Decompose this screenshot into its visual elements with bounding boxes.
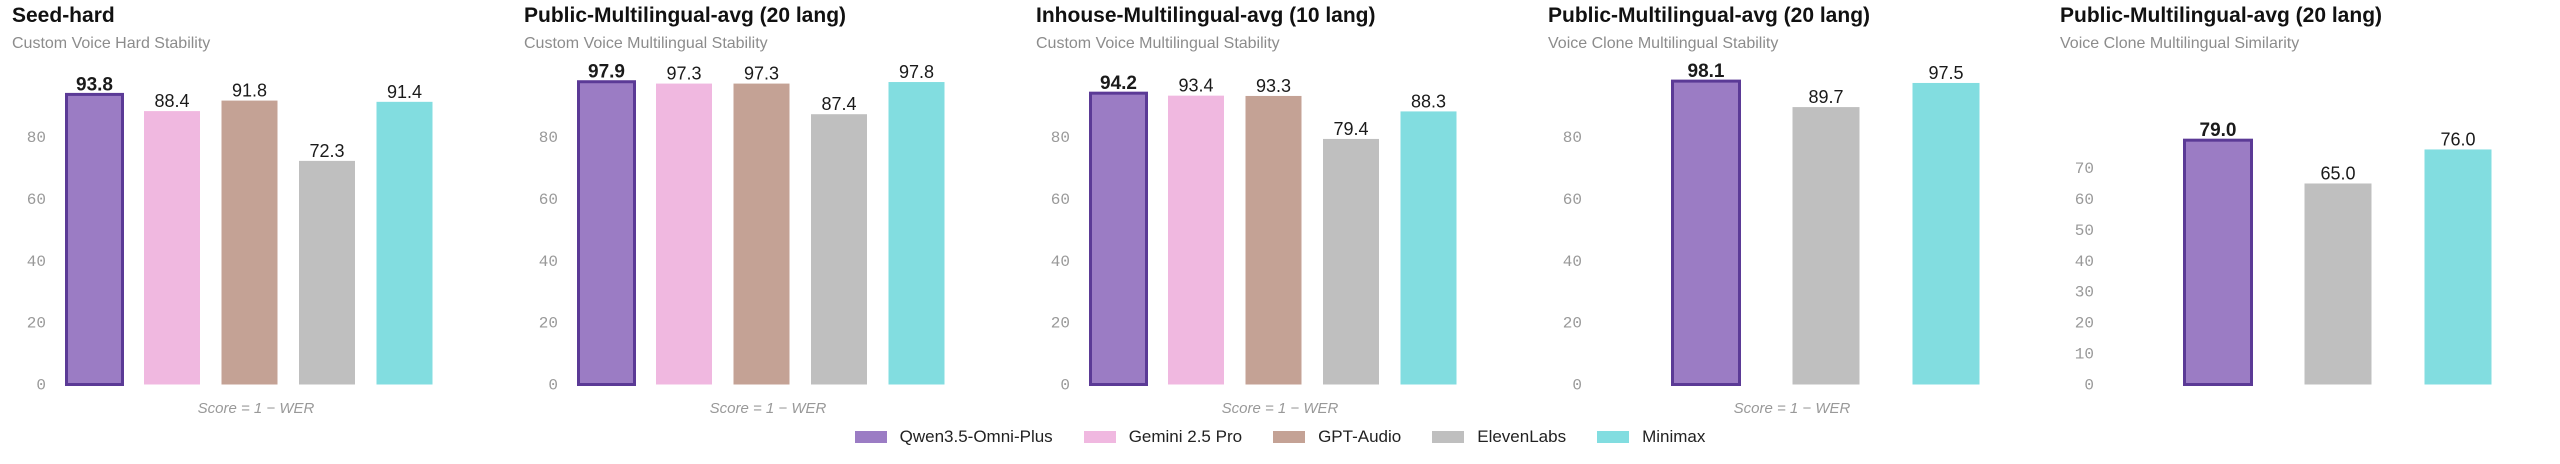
svg-text:60: 60 bbox=[2075, 191, 2094, 209]
svg-text:76.0: 76.0 bbox=[2440, 129, 2475, 149]
svg-text:97.5: 97.5 bbox=[1928, 63, 1963, 83]
svg-text:60: 60 bbox=[1051, 191, 1070, 209]
svg-text:30: 30 bbox=[2075, 284, 2094, 302]
svg-text:40: 40 bbox=[539, 253, 558, 271]
svg-text:80: 80 bbox=[1051, 129, 1070, 147]
svg-text:10: 10 bbox=[2075, 346, 2094, 364]
svg-text:60: 60 bbox=[27, 191, 46, 209]
svg-text:89.7: 89.7 bbox=[1808, 87, 1843, 107]
svg-text:88.4: 88.4 bbox=[154, 91, 189, 111]
svg-text:60: 60 bbox=[539, 191, 558, 209]
svg-text:93.3: 93.3 bbox=[1256, 76, 1291, 96]
svg-text:94.2: 94.2 bbox=[1100, 73, 1137, 94]
svg-text:93.4: 93.4 bbox=[1178, 76, 1213, 96]
svg-text:80: 80 bbox=[539, 129, 558, 147]
svg-text:40: 40 bbox=[27, 253, 46, 271]
svg-text:79.4: 79.4 bbox=[1333, 119, 1368, 139]
svg-text:97.3: 97.3 bbox=[666, 64, 701, 84]
svg-text:0: 0 bbox=[36, 377, 46, 395]
svg-text:60: 60 bbox=[1563, 191, 1582, 209]
svg-text:20: 20 bbox=[2075, 315, 2094, 333]
svg-text:80: 80 bbox=[27, 129, 46, 147]
svg-text:70: 70 bbox=[2075, 160, 2094, 178]
svg-text:91.8: 91.8 bbox=[232, 81, 267, 101]
svg-text:0: 0 bbox=[548, 377, 558, 395]
svg-text:97.9: 97.9 bbox=[588, 62, 625, 83]
svg-text:87.4: 87.4 bbox=[821, 94, 856, 114]
svg-text:20: 20 bbox=[1051, 315, 1070, 333]
svg-text:20: 20 bbox=[27, 315, 46, 333]
svg-text:20: 20 bbox=[1563, 315, 1582, 333]
svg-text:91.4: 91.4 bbox=[387, 82, 422, 102]
svg-text:97.3: 97.3 bbox=[744, 64, 779, 84]
svg-text:72.3: 72.3 bbox=[309, 141, 344, 161]
svg-text:98.1: 98.1 bbox=[1688, 61, 1725, 82]
svg-text:40: 40 bbox=[1563, 253, 1582, 271]
svg-text:88.3: 88.3 bbox=[1411, 91, 1446, 111]
svg-text:40: 40 bbox=[1051, 253, 1070, 271]
svg-text:93.8: 93.8 bbox=[76, 74, 113, 95]
svg-text:50: 50 bbox=[2075, 222, 2094, 240]
svg-text:79.0: 79.0 bbox=[2200, 120, 2237, 141]
svg-text:65.0: 65.0 bbox=[2320, 163, 2355, 183]
svg-text:20: 20 bbox=[539, 315, 558, 333]
svg-text:40: 40 bbox=[2075, 253, 2094, 271]
svg-text:80: 80 bbox=[1563, 129, 1582, 147]
svg-text:0: 0 bbox=[2084, 377, 2094, 395]
svg-text:97.8: 97.8 bbox=[899, 62, 934, 82]
svg-text:0: 0 bbox=[1572, 377, 1582, 395]
svg-text:0: 0 bbox=[1060, 377, 1070, 395]
